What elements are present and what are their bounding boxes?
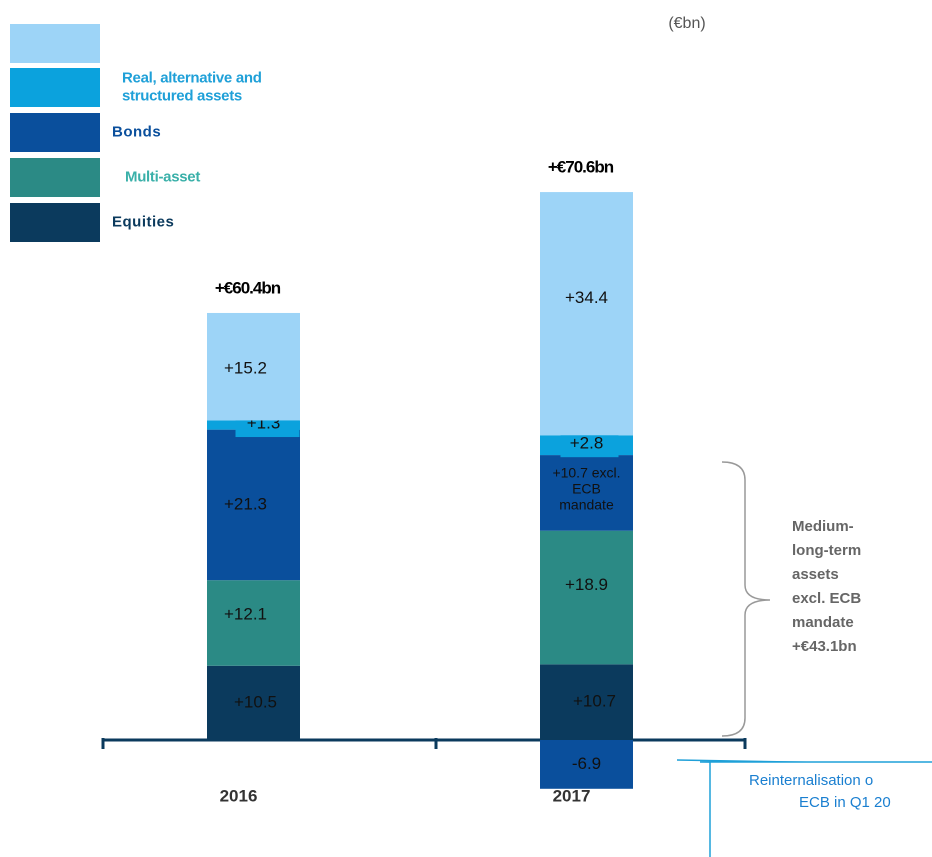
- brace-annotation: long-term: [792, 542, 861, 559]
- value-label: +2.8: [570, 434, 604, 453]
- callout-box: [709, 761, 932, 857]
- bar-segment: [540, 455, 633, 531]
- total-label: +€60.4bn: [215, 278, 281, 297]
- value-label: mandate: [559, 497, 614, 513]
- legend-swatch: [10, 158, 100, 197]
- value-label: +21.3: [224, 494, 267, 513]
- callout-text: ECB in Q1 20: [799, 794, 891, 811]
- bar-segment: [540, 192, 633, 436]
- legend-swatch: [10, 68, 100, 107]
- legend-swatch: [10, 113, 100, 152]
- x-tick-label: 2017: [553, 786, 591, 805]
- legend-swatch: [10, 24, 100, 63]
- bar-segment: [207, 312, 300, 421]
- value-label: +10.7: [573, 692, 616, 711]
- value-label: +34.4: [565, 288, 608, 307]
- value-label: +10.5: [234, 692, 277, 711]
- legend-label: Real, alternative and structured assets: [122, 69, 262, 104]
- brace: [721, 461, 771, 737]
- brace-annotation: Medium-: [792, 518, 854, 535]
- bar-segment: [207, 580, 300, 666]
- value-label: +12.1: [224, 604, 267, 623]
- bar-segment: [207, 429, 300, 581]
- legend-label: Equities: [112, 213, 174, 230]
- x-tick-label: 2016: [220, 786, 258, 805]
- bar-segment: [540, 664, 633, 740]
- bar-segment: [207, 665, 300, 740]
- legend-label: Multi-asset: [125, 168, 200, 185]
- bar-segment: [540, 740, 633, 789]
- value-label: ECB: [572, 481, 601, 497]
- value-label: +10.7 excl.: [552, 465, 620, 481]
- value-label: -6.9: [572, 754, 601, 773]
- brace-annotation: mandate: [792, 614, 854, 631]
- value-label: +18.9: [565, 575, 608, 594]
- callout-text: Reinternalisation o: [749, 772, 873, 789]
- total-label: +€70.6bn: [548, 158, 614, 177]
- brace-annotation: +€43.1bn: [792, 638, 857, 655]
- value-label-bg: [560, 431, 619, 458]
- brace-annotation: assets: [792, 566, 839, 583]
- legend-label: Bonds: [112, 123, 161, 140]
- legend-swatch: [10, 203, 100, 242]
- value-label: +15.2: [224, 358, 267, 377]
- brace-annotation: excl. ECB: [792, 590, 861, 607]
- bar-segment: [540, 530, 633, 665]
- unit-label: (€bn): [668, 15, 705, 32]
